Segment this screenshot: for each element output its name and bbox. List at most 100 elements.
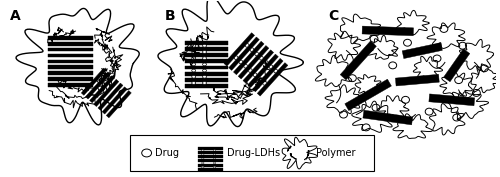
Ellipse shape: [202, 82, 206, 84]
Ellipse shape: [254, 73, 257, 77]
Ellipse shape: [214, 158, 216, 160]
Polygon shape: [102, 87, 127, 114]
Polygon shape: [248, 54, 278, 87]
Ellipse shape: [263, 82, 266, 85]
Ellipse shape: [453, 114, 460, 121]
Ellipse shape: [202, 63, 206, 66]
Text: C: C: [328, 9, 339, 23]
Ellipse shape: [202, 44, 206, 47]
Bar: [198, 155, 224, 158]
Polygon shape: [396, 74, 439, 86]
Ellipse shape: [202, 150, 204, 152]
Ellipse shape: [433, 55, 441, 62]
Polygon shape: [252, 58, 283, 92]
Ellipse shape: [239, 60, 242, 64]
Ellipse shape: [440, 25, 448, 32]
Text: Drug: Drug: [154, 148, 178, 158]
Ellipse shape: [404, 39, 411, 46]
Bar: [185, 84, 228, 88]
Polygon shape: [243, 50, 274, 83]
Bar: [185, 72, 228, 76]
Ellipse shape: [389, 62, 396, 69]
Ellipse shape: [192, 69, 196, 72]
Bar: [198, 151, 224, 154]
Bar: [185, 53, 228, 57]
Ellipse shape: [202, 154, 204, 156]
Bar: [48, 77, 94, 81]
Bar: [130, 135, 374, 171]
Ellipse shape: [425, 108, 433, 115]
Ellipse shape: [255, 52, 258, 56]
Text: B: B: [164, 9, 175, 23]
Ellipse shape: [142, 149, 152, 157]
Ellipse shape: [192, 75, 196, 78]
Ellipse shape: [234, 56, 238, 59]
Bar: [198, 168, 224, 171]
Polygon shape: [224, 33, 254, 66]
Ellipse shape: [370, 35, 378, 42]
Polygon shape: [106, 91, 132, 118]
Polygon shape: [258, 63, 288, 96]
Ellipse shape: [214, 166, 216, 168]
Ellipse shape: [340, 111, 347, 118]
Bar: [48, 36, 94, 40]
Polygon shape: [98, 83, 123, 110]
Bar: [48, 48, 94, 52]
Polygon shape: [94, 79, 119, 107]
Ellipse shape: [458, 42, 466, 49]
Bar: [185, 41, 228, 45]
Ellipse shape: [214, 150, 216, 152]
Ellipse shape: [348, 75, 356, 82]
Ellipse shape: [192, 82, 196, 84]
Ellipse shape: [214, 154, 216, 156]
Text: Drug-LDHs: Drug-LDHs: [228, 148, 280, 158]
Bar: [48, 54, 94, 57]
Ellipse shape: [202, 162, 204, 164]
Ellipse shape: [244, 64, 248, 68]
Ellipse shape: [454, 77, 462, 84]
Ellipse shape: [472, 90, 480, 96]
Bar: [185, 59, 228, 63]
Ellipse shape: [202, 75, 206, 78]
Ellipse shape: [248, 69, 252, 72]
Ellipse shape: [480, 65, 488, 72]
Ellipse shape: [258, 77, 262, 81]
Bar: [185, 66, 228, 69]
Ellipse shape: [362, 124, 370, 131]
Text: Polymer: Polymer: [316, 148, 356, 158]
Ellipse shape: [202, 51, 206, 53]
Ellipse shape: [250, 48, 254, 52]
Polygon shape: [82, 68, 106, 95]
Bar: [48, 60, 94, 63]
Polygon shape: [429, 94, 474, 106]
Ellipse shape: [269, 65, 272, 68]
Bar: [48, 42, 94, 46]
Bar: [48, 65, 94, 69]
Bar: [185, 78, 228, 82]
Ellipse shape: [402, 96, 409, 103]
Bar: [198, 147, 224, 150]
Ellipse shape: [192, 63, 196, 66]
Polygon shape: [86, 72, 110, 99]
Ellipse shape: [202, 57, 206, 60]
Ellipse shape: [202, 166, 204, 168]
Ellipse shape: [372, 104, 380, 111]
Ellipse shape: [192, 57, 196, 60]
Polygon shape: [362, 26, 414, 36]
Polygon shape: [234, 41, 264, 75]
Polygon shape: [444, 49, 470, 82]
Polygon shape: [90, 76, 114, 103]
Ellipse shape: [274, 69, 278, 73]
Polygon shape: [345, 79, 392, 111]
Text: A: A: [10, 9, 20, 23]
Polygon shape: [340, 41, 376, 80]
Bar: [185, 47, 228, 51]
Bar: [198, 164, 224, 167]
Bar: [198, 159, 224, 162]
Bar: [48, 83, 94, 87]
Polygon shape: [363, 110, 412, 125]
Polygon shape: [238, 45, 269, 79]
Ellipse shape: [192, 51, 196, 53]
Polygon shape: [228, 37, 260, 70]
Bar: [48, 71, 94, 75]
